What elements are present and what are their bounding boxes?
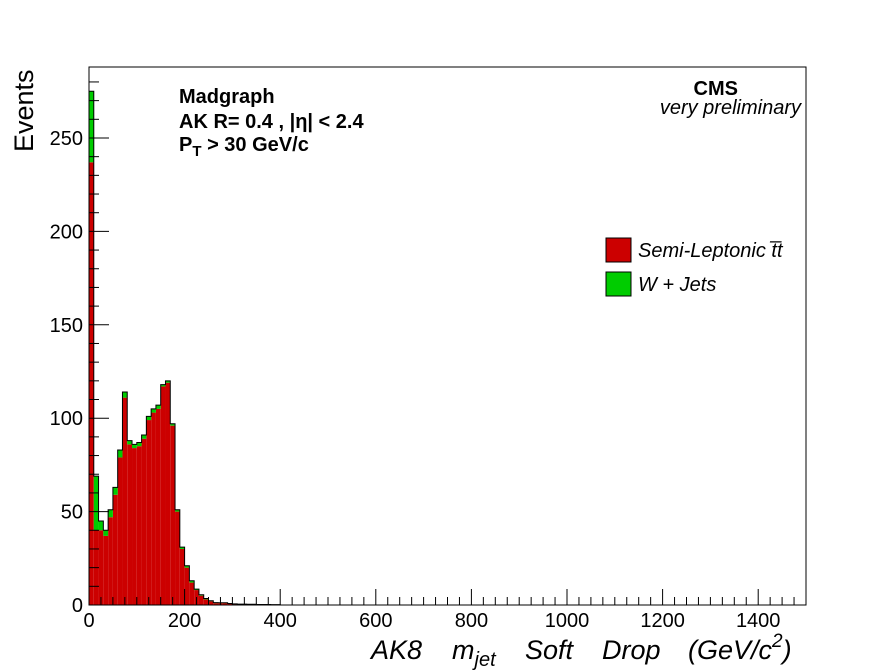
- bar-background: [155, 405, 161, 409]
- bar-signal: [132, 448, 137, 605]
- bar-signal: [208, 601, 214, 605]
- x-tick-label: 1000: [545, 610, 590, 632]
- y-tick-label: 250: [50, 128, 83, 150]
- bar-background: [122, 392, 128, 398]
- bar-background: [165, 380, 171, 383]
- bar-signal: [203, 599, 209, 605]
- bar-signal: [213, 603, 219, 605]
- bar-background: [127, 440, 133, 445]
- bar-signal: [165, 382, 171, 605]
- bar-signal: [89, 162, 94, 606]
- bar-background: [184, 565, 190, 568]
- bar-background: [179, 547, 185, 549]
- x-tick-label: 600: [359, 610, 392, 632]
- y-axis-label: Events: [9, 69, 39, 152]
- signal-bars: [89, 162, 281, 606]
- legend-label-signal: Semi-Leptonic t̅t: [638, 240, 784, 262]
- pt-cut-label: PT > 30 GeV/c: [179, 134, 309, 160]
- y-tick-label: 150: [50, 315, 83, 337]
- bar-background: [93, 476, 99, 531]
- bar-background: [160, 384, 166, 387]
- experiment-label: CMS: [694, 78, 738, 100]
- bar-signal: [179, 548, 185, 605]
- x-axis-label: AK8 mjet Soft Drop (GeV/c2): [369, 631, 792, 672]
- bar-signal: [151, 412, 156, 605]
- bar-signal: [108, 517, 113, 605]
- bar-background: [136, 442, 142, 447]
- x-tick-label: 1400: [736, 610, 781, 632]
- y-tick-label: 200: [50, 221, 83, 243]
- bar-signal: [170, 425, 176, 605]
- status-label: very preliminary: [660, 97, 802, 119]
- bar-signal: [198, 595, 204, 605]
- x-tick-label: 400: [264, 610, 297, 632]
- bar-background: [89, 91, 94, 163]
- bar-signal: [146, 420, 152, 605]
- bar-signal: [117, 457, 123, 605]
- bar-background: [189, 580, 195, 583]
- x-tick-label: 1200: [640, 610, 685, 632]
- stack-outline: [88, 90, 281, 606]
- bar-signal: [112, 494, 118, 605]
- bar-signal: [127, 444, 133, 605]
- bar-background: [175, 509, 180, 512]
- bar-background: [117, 449, 123, 458]
- bar-signal: [122, 397, 128, 605]
- y-tick-label: 50: [61, 502, 83, 524]
- bar-signal: [160, 386, 166, 605]
- bar-background: [132, 444, 137, 449]
- bar-background: [108, 509, 113, 518]
- legend-swatch-signal: [605, 237, 632, 263]
- x-axis: 0 200 400 600 800 1000 1200 1400: [83, 589, 807, 632]
- y-tick-label: 0: [72, 595, 83, 617]
- bar-background: [103, 530, 109, 536]
- bar-background: [98, 520, 104, 531]
- bar-signal: [136, 446, 142, 605]
- bar-signal: [222, 603, 228, 605]
- bar-background: [146, 416, 152, 421]
- bar-background: [170, 423, 176, 426]
- bar-signal: [175, 511, 180, 605]
- x-tick-label: 800: [455, 610, 488, 632]
- jet-definition-label: AK R= 0.4 , |η| < 2.4: [179, 111, 364, 133]
- legend: Semi-Leptonic t̅t W + Jets: [605, 237, 784, 297]
- legend-swatch-background: [605, 271, 632, 297]
- x-tick-label: 0: [83, 610, 94, 632]
- bar-signal: [184, 567, 190, 605]
- y-tick-label: 100: [50, 408, 83, 430]
- legend-label-background: W + Jets: [638, 274, 716, 296]
- y-axis: 0 50 100 150 200 250: [50, 81, 109, 617]
- bar-signal: [189, 582, 195, 605]
- bar-background: [112, 487, 118, 495]
- bar-signal: [155, 408, 161, 605]
- generator-label: Madgraph: [179, 86, 275, 108]
- bar-signal: [103, 535, 109, 605]
- bar-background: [151, 408, 156, 413]
- bar-signal: [98, 530, 104, 605]
- bar-signal: [227, 603, 233, 605]
- x-tick-label: 200: [168, 610, 201, 632]
- bar-background: [141, 435, 147, 439]
- bar-signal: [141, 438, 147, 605]
